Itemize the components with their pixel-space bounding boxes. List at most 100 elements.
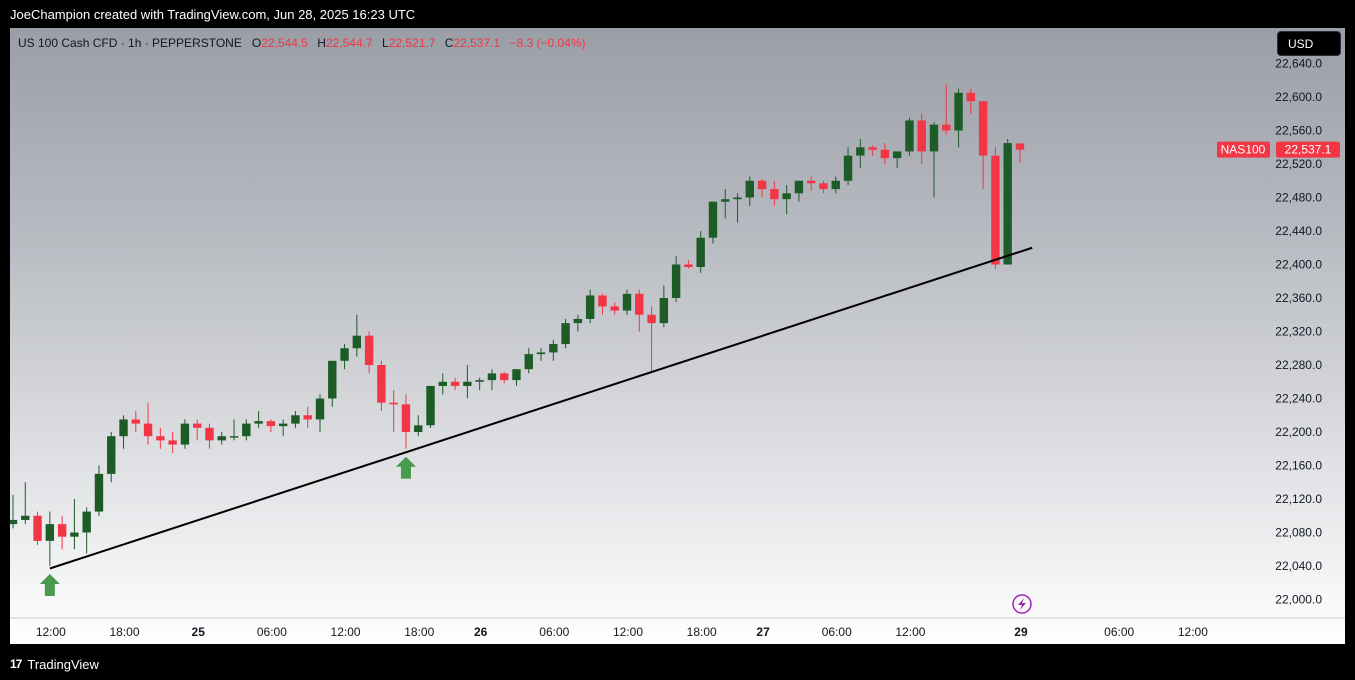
- candle-body: [671, 264, 681, 298]
- price-axis-label: 22,320.0: [1275, 325, 1322, 339]
- price-axis-label: 22,400.0: [1275, 258, 1322, 272]
- candle-body: [585, 295, 595, 319]
- candle-body: [205, 427, 214, 441]
- close-value: 22,537.1: [453, 36, 501, 50]
- candle-body: [536, 352, 546, 355]
- price-axis-label: 22,160.0: [1275, 459, 1322, 473]
- candle-body: [364, 335, 374, 365]
- low-label: L: [382, 36, 389, 50]
- time-axis-label: 18:00: [110, 625, 140, 639]
- candle-body: [377, 365, 386, 403]
- time-axis-label: 25: [192, 625, 206, 639]
- price-axis-label: 22,120.0: [1275, 492, 1322, 506]
- candle-body: [414, 425, 423, 432]
- candle-body: [954, 92, 963, 131]
- candle-body: [291, 415, 300, 424]
- candle-body: [500, 373, 509, 381]
- candle-body: [57, 524, 67, 537]
- time-axis-label: 12:00: [1178, 625, 1208, 639]
- candle-body: [450, 381, 460, 386]
- time-axis-label: 06:00: [822, 625, 852, 639]
- price-axis-label: 22,640.0: [1275, 57, 1322, 71]
- currency-button[interactable]: USD: [1277, 31, 1341, 56]
- candle-body: [991, 155, 1000, 265]
- candle-body: [978, 101, 988, 156]
- candle-body: [622, 293, 632, 311]
- candle-body: [45, 524, 55, 541]
- candle-body: [794, 180, 804, 194]
- candle-body: [70, 532, 79, 537]
- time-axis-label: 06:00: [1104, 625, 1134, 639]
- price-axis-label: 22,000.0: [1275, 593, 1322, 607]
- candle-body: [843, 155, 853, 181]
- trendline: [49, 246, 1033, 570]
- footer-brand: 17 TradingView: [0, 648, 1355, 680]
- candle-body: [880, 149, 890, 159]
- candle-body: [21, 515, 30, 520]
- high-label: H: [317, 36, 326, 50]
- price-axis-label: 22,520.0: [1275, 157, 1322, 171]
- brand-name: TradingView: [27, 656, 99, 672]
- candle-body: [733, 197, 742, 200]
- candle-body: [647, 314, 656, 324]
- candle-body: [193, 423, 202, 428]
- created-by-caption: JoeChampion created with TradingView.com…: [10, 7, 416, 22]
- symbol-name-tag: [1217, 141, 1270, 158]
- high-value: 22,544.7: [325, 36, 373, 50]
- candle-body: [573, 318, 583, 324]
- candle-body: [757, 180, 767, 190]
- candle-body: [635, 293, 644, 315]
- candle-body: [856, 147, 865, 156]
- candle-body: [782, 193, 791, 200]
- candle-body: [94, 473, 104, 512]
- low-value: 22,521.7: [388, 36, 436, 50]
- candle-body: [684, 264, 693, 268]
- candle-body: [487, 373, 497, 381]
- time-axis-label: 18:00: [687, 625, 717, 639]
- candle-body: [831, 180, 840, 190]
- ohlc-legend: US 100 Cash CFD · 1h · PEPPERSTONE O22,5…: [18, 36, 592, 50]
- candle-body: [524, 354, 533, 370]
- candle-body: [610, 306, 619, 311]
- candle-body: [1015, 143, 1025, 150]
- candle-body: [340, 348, 349, 361]
- time-axis-label: 26: [474, 625, 488, 639]
- lightning-icon[interactable]: [1012, 594, 1032, 614]
- candle-body: [328, 360, 337, 399]
- candle-body: [254, 421, 263, 424]
- candle-body: [107, 436, 116, 474]
- candle-body: [401, 404, 411, 432]
- candle-body: [929, 124, 939, 152]
- price-axis-label: 22,480.0: [1275, 191, 1322, 205]
- up-arrow-icon: [39, 574, 60, 596]
- price-axis-label: 22,360.0: [1275, 291, 1322, 305]
- open-label: O: [251, 36, 262, 50]
- candle-body: [315, 398, 325, 420]
- candle-body: [229, 436, 239, 438]
- candle-body: [180, 423, 190, 445]
- candle-body: [892, 151, 902, 159]
- candle-body: [303, 415, 312, 420]
- price-axis-label: 22,560.0: [1275, 124, 1322, 138]
- candle-body: [438, 381, 447, 386]
- last-price-tag: [1276, 141, 1340, 158]
- candle-body: [33, 515, 42, 541]
- price-axis-label: 22,280.0: [1275, 358, 1322, 372]
- candle-body: [10, 519, 18, 525]
- time-axis-label: 12:00: [331, 625, 361, 639]
- candle-body: [82, 511, 91, 533]
- price-axis-label: 22,200.0: [1275, 425, 1322, 439]
- time-axis-label: 06:00: [539, 625, 569, 639]
- candlestick-chart[interactable]: 22,000.0 22,040.0 22,080.0 22,120.0 22,160.0…: [10, 28, 1345, 644]
- price-axis-label: 22,440.0: [1275, 224, 1322, 238]
- open-value: 22,544.5: [261, 36, 308, 50]
- time-axis-label: 29: [1014, 625, 1028, 639]
- candle-body: [156, 436, 165, 441]
- time-axis-label: 27: [756, 625, 770, 639]
- chart-frame[interactable]: 22,000.0 22,040.0 22,080.0 22,120.0 22,160.0…: [10, 28, 1345, 644]
- candle-body: [807, 180, 816, 184]
- candle-body: [696, 237, 705, 268]
- candle-body: [426, 385, 435, 426]
- price-axis-label: 22,080.0: [1275, 526, 1322, 540]
- change-value: −8.3 (−0.04%): [509, 36, 586, 50]
